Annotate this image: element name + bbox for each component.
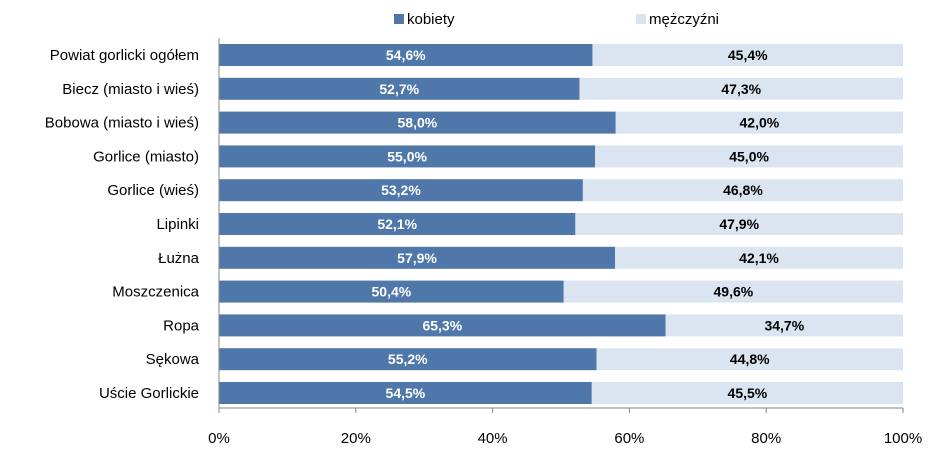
- category-label: Łużna: [158, 250, 200, 267]
- data-label-mezczyzni: 42,1%: [739, 250, 779, 266]
- bar-kobiety: [219, 246, 616, 269]
- legend-label: kobiety: [407, 11, 455, 28]
- bar-mezczyzni: [579, 77, 903, 100]
- bar-mezczyzni: [665, 314, 903, 337]
- x-axis: 0% 20% 40% 60% 80% 100%: [208, 38, 922, 447]
- data-label-kobiety: 53,2%: [381, 182, 421, 198]
- bar-kobiety: [219, 145, 596, 168]
- data-label-kobiety: 55,2%: [388, 351, 428, 367]
- data-label-kobiety: 52,7%: [379, 81, 419, 97]
- category-label: Powiat gorlicki ogółem: [50, 47, 199, 64]
- x-tick-label: 60%: [614, 430, 644, 447]
- x-tick-label: 100%: [884, 430, 922, 447]
- data-label-kobiety: 54,5%: [386, 385, 426, 401]
- bar-mezczyzni: [596, 348, 903, 371]
- bars: [219, 44, 903, 404]
- bar-mezczyzni: [591, 382, 903, 404]
- data-label-mezczyzni: 45,4%: [728, 47, 768, 63]
- data-label-mezczyzni: 45,0%: [729, 148, 769, 164]
- bar-kobiety: [219, 213, 576, 235]
- category-label: Bobowa (miasto i wieś): [45, 115, 199, 132]
- category-labels: Powiat gorlicki ogółem Biecz (miasto i wi…: [45, 47, 200, 402]
- bar-mezczyzni: [582, 179, 903, 202]
- bar-kobiety: [219, 314, 666, 337]
- category-label: Sękowa: [146, 351, 200, 368]
- data-label-mezczyzni: 45,5%: [728, 385, 768, 401]
- bar-mezczyzni: [563, 280, 903, 303]
- data-label-mezczyzni: 47,3%: [721, 81, 761, 97]
- bar-mezczyzni: [615, 246, 903, 269]
- category-label: Ropa: [163, 317, 200, 334]
- legend-swatch: [636, 14, 646, 24]
- category-label: Lipinki: [156, 216, 199, 233]
- category-label: Biecz (miasto i wieś): [62, 81, 199, 98]
- legend: kobiety mężczyźni: [394, 11, 719, 28]
- data-label-mezczyzni: 47,9%: [719, 216, 759, 232]
- bar-kobiety: [219, 111, 616, 134]
- x-tick-label: 20%: [341, 430, 371, 447]
- bar-kobiety: [219, 77, 580, 100]
- data-label-kobiety: 57,9%: [397, 250, 437, 266]
- data-label-kobiety: 65,3%: [422, 317, 462, 333]
- category-label: Moszczenica: [112, 284, 199, 301]
- bar-kobiety: [219, 348, 597, 371]
- value-labels: 54,6% 45,4% 52,7% 47,3% 58,0% 42,0% 55,0% 45,0%…: [372, 47, 805, 401]
- data-label-mezczyzni: 42,0%: [740, 115, 780, 131]
- legend-swatch: [394, 14, 404, 24]
- legend-label: mężczyźni: [649, 11, 719, 28]
- bar-mezczyzni: [592, 44, 903, 66]
- x-tick-label: 80%: [751, 430, 781, 447]
- bar-kobiety: [219, 44, 593, 66]
- data-label-kobiety: 54,6%: [386, 47, 426, 63]
- data-label-kobiety: 50,4%: [372, 284, 412, 300]
- bar-mezczyzni: [595, 145, 903, 168]
- data-label-kobiety: 58,0%: [398, 115, 438, 131]
- bar-mezczyzni: [615, 111, 903, 134]
- category-label: Gorlice (miasto): [93, 148, 199, 165]
- bar-kobiety: [219, 179, 583, 202]
- x-tick-label: 0%: [208, 430, 230, 447]
- x-tick-label: 40%: [478, 430, 508, 447]
- bar-kobiety: [219, 280, 564, 303]
- data-label-mezczyzni: 46,8%: [723, 182, 763, 198]
- data-label-mezczyzni: 34,7%: [764, 317, 804, 333]
- data-label-mezczyzni: 44,8%: [730, 351, 770, 367]
- data-label-mezczyzni: 49,6%: [714, 284, 754, 300]
- category-label: Gorlice (wieś): [107, 182, 199, 199]
- category-label: Uście Gorlickie: [99, 385, 199, 402]
- bar-kobiety: [219, 382, 592, 404]
- bar-mezczyzni: [575, 213, 903, 235]
- data-label-kobiety: 52,1%: [377, 216, 417, 232]
- data-label-kobiety: 55,0%: [387, 148, 427, 164]
